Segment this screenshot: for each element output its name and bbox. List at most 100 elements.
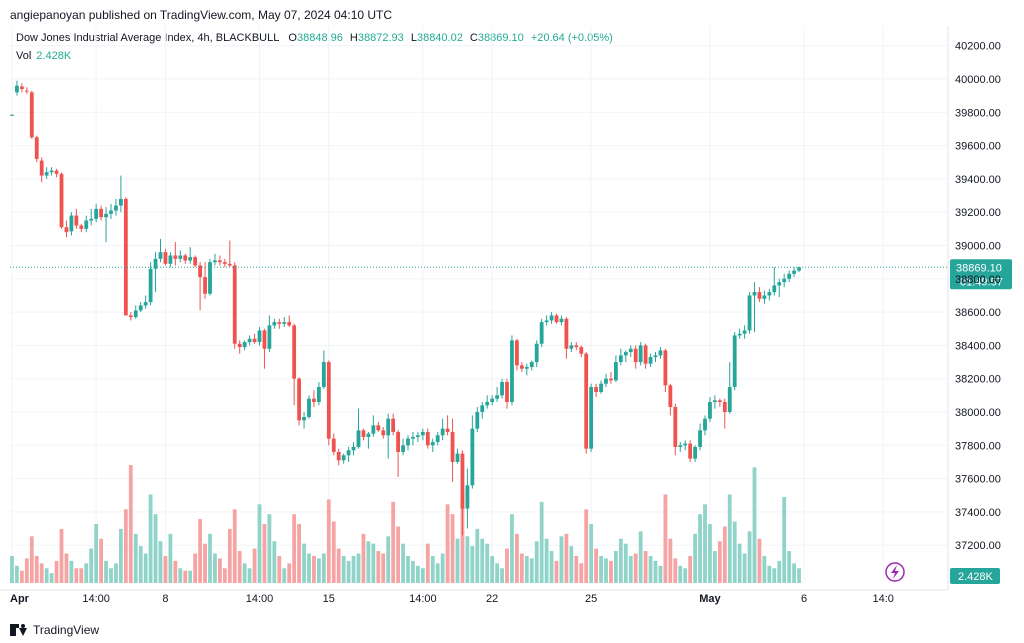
volume-value: 2.428K xyxy=(36,50,72,62)
close-value: 38869.10 xyxy=(477,32,524,44)
candle-body xyxy=(406,438,410,446)
volume-legend: Vol 2.428K xyxy=(16,50,71,62)
symbol-legend: Dow Jones Industrial Average Index, 4h, … xyxy=(16,32,613,44)
candle-body xyxy=(777,282,782,286)
volume-bar xyxy=(787,551,792,583)
candle-body xyxy=(727,387,732,412)
candle-body xyxy=(168,255,173,264)
candle-body xyxy=(29,92,34,138)
candle-body xyxy=(544,320,549,323)
candle-body xyxy=(222,262,227,264)
volume-bar xyxy=(599,555,603,583)
volume-bar xyxy=(633,553,638,583)
volume-bar xyxy=(757,538,762,583)
y-tick-label: 40000.00 xyxy=(955,74,1001,86)
volume-bar xyxy=(465,536,470,583)
volume-bar xyxy=(89,548,94,583)
volume-bar xyxy=(331,521,336,583)
candle-body xyxy=(455,453,460,462)
low-label: L xyxy=(410,32,417,44)
volume-bar xyxy=(361,533,366,583)
volume-bar xyxy=(693,533,697,583)
volume-bar xyxy=(638,531,643,583)
volume-bar xyxy=(797,568,801,583)
volume-bar xyxy=(153,514,158,583)
volume-bar xyxy=(782,496,787,583)
candle-body xyxy=(381,430,386,436)
candle-body xyxy=(257,330,262,343)
volume-bar xyxy=(445,504,450,583)
volume-bar xyxy=(713,551,717,583)
candle-body xyxy=(529,362,534,368)
volume-bar xyxy=(668,538,673,583)
volume-bar xyxy=(272,541,277,583)
candle-body xyxy=(173,255,178,259)
y-tick-label: 38200.00 xyxy=(955,374,1001,386)
y-tick-label: 40200.00 xyxy=(955,41,1001,53)
candle-body xyxy=(188,257,193,261)
volume-bar xyxy=(148,494,153,583)
candle-body xyxy=(49,170,54,173)
candle-body xyxy=(713,400,717,403)
volume-label[interactable]: Vol xyxy=(16,50,32,62)
volume-bar xyxy=(722,526,727,583)
volume-bar xyxy=(653,560,658,583)
x-tick-label: 6 xyxy=(801,593,807,605)
candle-body xyxy=(594,387,598,393)
candle-body xyxy=(490,398,495,403)
y-tick-label: 39400.00 xyxy=(955,174,1001,186)
volume-bar xyxy=(218,558,222,583)
candle-body xyxy=(386,418,391,436)
volume-bar xyxy=(84,563,89,583)
candle-body xyxy=(24,90,29,92)
volume-bar xyxy=(381,553,386,583)
candle-body xyxy=(15,85,19,93)
volume-bar xyxy=(450,514,455,583)
candle-body xyxy=(762,295,767,299)
candle-body xyxy=(232,265,237,344)
volume-bar xyxy=(193,553,198,583)
volume-bar xyxy=(752,467,757,583)
lightning-icon[interactable] xyxy=(885,562,905,582)
volume-bar xyxy=(589,524,594,583)
x-tick-label: 15 xyxy=(323,593,335,605)
candle-body xyxy=(698,430,702,447)
candle-body xyxy=(420,431,425,436)
candle-body xyxy=(430,441,435,446)
volume-bar xyxy=(242,563,247,583)
volume-bar xyxy=(401,543,405,583)
candle-body xyxy=(64,227,69,233)
volume-bar xyxy=(569,546,574,583)
volume-bar xyxy=(559,536,564,583)
y-tick-label: 37400.00 xyxy=(955,507,1001,519)
candle-body xyxy=(554,315,559,323)
candle-body xyxy=(416,435,420,437)
volume-bar xyxy=(128,465,133,583)
candle-body xyxy=(237,343,242,348)
publisher-caption: angiepanoyan published on TradingView.co… xyxy=(10,8,393,22)
candle-body xyxy=(604,378,608,384)
footer-brand: TradingView xyxy=(10,623,99,637)
candle-body xyxy=(74,215,79,226)
volume-bar xyxy=(678,565,683,583)
x-tick-label: May xyxy=(699,593,721,605)
volume-bar xyxy=(396,526,400,583)
candle-body xyxy=(252,338,257,343)
symbol-name[interactable]: Dow Jones Industrial Average Index, 4h, … xyxy=(16,32,280,44)
candle-body xyxy=(138,305,143,311)
x-tick-label: 25 xyxy=(585,593,597,605)
candle-body xyxy=(648,357,653,364)
x-tick-label: 14:0 xyxy=(872,593,893,605)
open-value: 38848.96 xyxy=(296,32,343,44)
volume-bar xyxy=(64,553,69,583)
volume-bar xyxy=(767,565,772,583)
candle-body xyxy=(128,315,133,318)
candle-body xyxy=(158,252,163,259)
candle-body xyxy=(227,263,232,266)
volume-bar xyxy=(727,494,732,583)
volume-bar xyxy=(564,533,569,583)
volume-bar xyxy=(49,573,54,583)
volume-bar xyxy=(163,555,168,583)
candle-body xyxy=(198,265,202,278)
